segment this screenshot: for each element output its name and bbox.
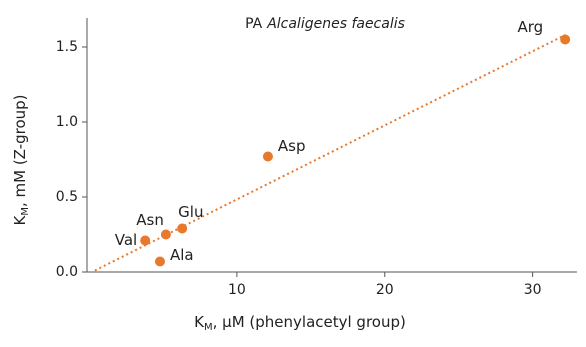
point-label: Asn	[136, 211, 164, 229]
data-point	[140, 235, 151, 246]
y-tick-label: 0.5	[56, 189, 78, 205]
y-label-rest: , mM (Z-group)	[11, 94, 29, 207]
x-tick-label: 30	[524, 282, 542, 298]
y-tick-label: 1.5	[56, 39, 78, 55]
chart-title: PA Alcaligenes faecalis	[245, 16, 405, 32]
y-tick-label: 1.0	[56, 114, 78, 130]
title-species: Alcaligenes faecalis	[266, 16, 405, 32]
x-tick-label: 20	[376, 282, 394, 298]
y-axis-label: KM, mM (Z-group)	[11, 94, 32, 225]
y-label-sub: M	[20, 207, 31, 216]
x-label-rest: , μM (phenylacetyl group)	[213, 313, 406, 331]
data-point	[160, 229, 171, 240]
data-point	[262, 151, 273, 162]
point-label: Val	[115, 231, 137, 249]
title-prefix: PA	[245, 16, 263, 32]
point-label: Ala	[170, 246, 194, 264]
x-axis-label: KM, μM (phenylacetyl group)	[194, 313, 406, 334]
point-label: Glu	[178, 203, 203, 221]
data-point	[154, 256, 165, 267]
x-tick-label: 10	[228, 282, 246, 298]
y-label-main: K	[11, 215, 29, 226]
data-point	[177, 223, 188, 234]
point-label: Asp	[278, 137, 306, 155]
point-label: Arg	[517, 18, 543, 36]
y-tick-label: 0.0	[56, 264, 78, 280]
x-label-sub: M	[204, 322, 213, 333]
data-point	[560, 34, 571, 45]
x-label-main: K	[194, 313, 205, 331]
